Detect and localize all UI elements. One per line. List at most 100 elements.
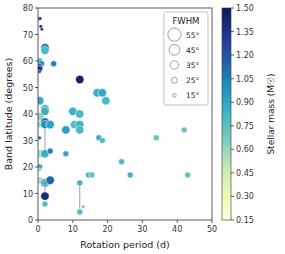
colorbar-tick xyxy=(231,196,234,197)
point xyxy=(38,70,42,74)
point xyxy=(76,75,84,83)
y-tick-label: 60 xyxy=(23,57,33,66)
point xyxy=(40,27,44,31)
colorbar-tick xyxy=(231,55,234,56)
y-tick-label: 80 xyxy=(23,4,33,13)
plot-background xyxy=(38,8,212,220)
connection-line xyxy=(79,183,80,212)
colorbar-tick-label: 0.45 xyxy=(236,169,254,178)
y-tick xyxy=(35,87,38,88)
y-tick xyxy=(35,220,38,221)
x-tick xyxy=(212,220,213,223)
point xyxy=(185,172,191,178)
legend-box xyxy=(164,12,208,105)
legend-label: 25° xyxy=(186,76,200,85)
legend-marker xyxy=(173,94,177,98)
x-tick-label: 20 xyxy=(103,225,113,234)
y-tick xyxy=(35,8,38,9)
y-tick xyxy=(35,193,38,194)
x-tick-label: 10 xyxy=(68,225,78,234)
point xyxy=(41,107,49,115)
legend-marker xyxy=(168,28,181,41)
legend-marker xyxy=(169,44,180,55)
point xyxy=(46,120,54,128)
point xyxy=(89,172,95,178)
y-tick xyxy=(35,167,38,168)
colorbar-tick xyxy=(231,220,234,221)
colorbar-tick xyxy=(231,8,234,9)
colorbar-tick-label: 1.05 xyxy=(236,75,254,84)
y-tick-label: 70 xyxy=(23,31,33,40)
point xyxy=(38,97,44,105)
point xyxy=(38,17,42,21)
colorbar-tick-label: 0.15 xyxy=(236,216,254,225)
legend-label: 35° xyxy=(186,61,200,70)
point xyxy=(62,126,70,134)
y-axis-label: Band latitude (degrees) xyxy=(3,58,14,171)
y-tick-label: 50 xyxy=(23,84,33,93)
point xyxy=(76,110,84,118)
y-tick-label: 40 xyxy=(23,110,33,119)
point xyxy=(181,127,187,133)
point xyxy=(81,205,85,209)
colorbar-tick-label: 0.90 xyxy=(236,98,254,107)
point xyxy=(63,151,69,157)
point xyxy=(99,138,105,144)
colorbar-tick xyxy=(231,149,234,150)
point xyxy=(77,180,83,186)
colorbar-tick-label: 0.30 xyxy=(236,192,254,201)
x-tick xyxy=(107,220,108,223)
point xyxy=(153,135,159,141)
point xyxy=(51,61,57,67)
legend-title: FWHM xyxy=(172,16,199,26)
point xyxy=(102,97,110,105)
colorbar-tick xyxy=(231,125,234,126)
y-tick-label: 0 xyxy=(28,216,33,225)
legend-marker xyxy=(171,77,177,83)
colorbar-tick-label: 1.20 xyxy=(236,51,254,60)
y-tick xyxy=(35,61,38,62)
point xyxy=(38,136,42,140)
y-tick xyxy=(35,140,38,141)
colorbar-tick xyxy=(231,78,234,79)
point xyxy=(47,148,53,154)
colorbar-tick-label: 0.75 xyxy=(236,122,254,131)
x-tick-label: 40 xyxy=(172,225,182,234)
colorbar-tick xyxy=(231,102,234,103)
y-tick xyxy=(35,114,38,115)
colorbar-tick-label: 1.50 xyxy=(236,4,254,13)
x-tick xyxy=(38,220,39,223)
colorbar xyxy=(222,8,231,220)
point xyxy=(41,46,49,54)
legend-label: 45° xyxy=(186,46,200,55)
x-tick xyxy=(142,220,143,223)
colorbar-tick-label: 0.60 xyxy=(236,145,254,154)
x-axis-label: Rotation period (d) xyxy=(80,239,169,250)
point xyxy=(46,176,54,184)
colorbar-tick xyxy=(231,31,234,32)
colorbar-label: Stellar mass (M☉) xyxy=(266,73,276,154)
point xyxy=(98,89,106,97)
x-tick-label: 50 xyxy=(207,225,217,234)
point xyxy=(46,120,54,128)
legend-marker xyxy=(170,61,178,69)
x-tick xyxy=(177,220,178,223)
chart: 0 10 20 30 40 50 0 10 20 30 40 50 60 70 80 Rotation per… xyxy=(0,0,285,254)
legend-label: 15° xyxy=(186,91,200,100)
colorbar-tick xyxy=(231,172,234,173)
x-tick-label: 30 xyxy=(137,225,147,234)
y-tick-label: 10 xyxy=(23,190,33,199)
legend: FWHM 55° 45° 35° 25° 15° xyxy=(164,12,208,105)
point xyxy=(119,159,125,165)
y-tick-label: 20 xyxy=(23,163,33,172)
point xyxy=(127,172,133,178)
point xyxy=(38,168,42,172)
plot-frame xyxy=(38,8,212,220)
y-tick xyxy=(35,34,38,35)
point xyxy=(77,209,83,215)
point xyxy=(76,126,84,134)
x-tick-label: 0 xyxy=(35,225,40,234)
legend-label: 55° xyxy=(186,31,200,40)
y-tick-label: 30 xyxy=(23,137,33,146)
point xyxy=(41,192,49,200)
